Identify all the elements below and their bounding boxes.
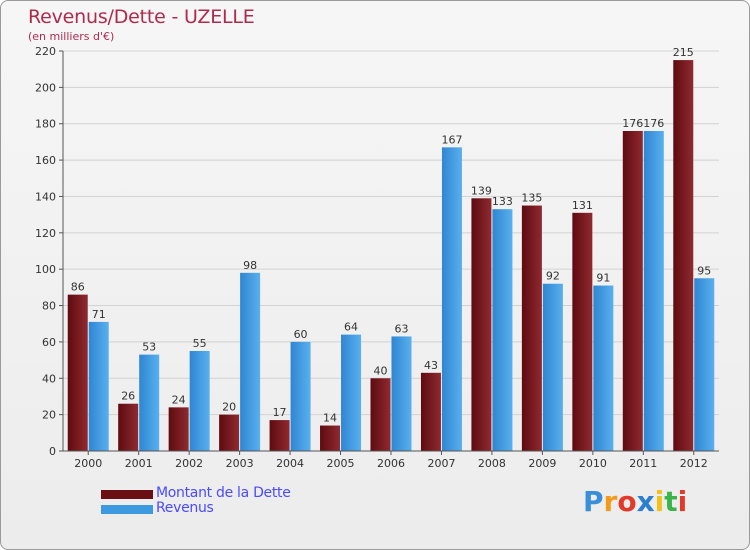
data-label-dette: 131 bbox=[572, 199, 593, 212]
x-tick-label: 2008 bbox=[478, 457, 506, 470]
x-tick-label: 2005 bbox=[327, 457, 355, 470]
y-tick-label: 220 bbox=[35, 45, 56, 58]
logo-letter: o bbox=[617, 485, 637, 518]
data-label-dette: 17 bbox=[273, 406, 287, 419]
logo-letter: t bbox=[664, 485, 678, 518]
y-tick-label: 200 bbox=[35, 81, 56, 94]
x-tick-label: 2001 bbox=[125, 457, 153, 470]
data-label-revenus: 53 bbox=[142, 341, 156, 354]
data-label-revenus: 64 bbox=[344, 321, 358, 334]
legend-label-dette: Montant de la Dette bbox=[156, 485, 291, 501]
x-tick-label: 2000 bbox=[74, 457, 102, 470]
bar-revenus bbox=[441, 147, 462, 451]
bar-revenus bbox=[593, 285, 614, 451]
data-label-revenus: 55 bbox=[193, 337, 207, 350]
chart-title: Revenus/Dette - UZELLE bbox=[28, 6, 255, 28]
chart-subtitle: (en milliers d'€) bbox=[28, 30, 115, 43]
legend-swatch-revenus bbox=[101, 505, 153, 514]
y-tick-label: 20 bbox=[42, 409, 56, 422]
x-tick-label: 2006 bbox=[377, 457, 405, 470]
data-label-dette: 20 bbox=[222, 401, 236, 414]
data-label-revenus: 95 bbox=[697, 264, 711, 277]
logo-letter: P bbox=[583, 485, 604, 518]
bar-dette bbox=[370, 378, 391, 451]
bar-dette bbox=[219, 414, 240, 451]
bar-revenus bbox=[88, 321, 109, 451]
data-label-revenus: 92 bbox=[546, 270, 560, 283]
x-tick-label: 2002 bbox=[175, 457, 203, 470]
bar-revenus bbox=[139, 354, 160, 451]
logo-letter: i bbox=[677, 485, 688, 518]
data-label-dette: 215 bbox=[673, 46, 694, 59]
bar-dette bbox=[320, 425, 341, 451]
data-label-revenus: 60 bbox=[294, 328, 308, 341]
data-label-revenus: 167 bbox=[441, 133, 462, 146]
x-tick-label: 2007 bbox=[427, 457, 455, 470]
bar-dette bbox=[269, 420, 290, 451]
bar-revenus bbox=[341, 334, 362, 451]
x-tick-label: 2009 bbox=[528, 457, 556, 470]
logo-letter: r bbox=[603, 485, 618, 518]
data-label-dette: 24 bbox=[172, 393, 186, 406]
data-label-dette: 40 bbox=[374, 364, 388, 377]
bar-revenus bbox=[694, 278, 715, 451]
data-label-dette: 176 bbox=[622, 117, 643, 130]
data-label-revenus: 63 bbox=[395, 322, 409, 335]
data-label-dette: 86 bbox=[71, 281, 85, 294]
data-label-dette: 139 bbox=[471, 184, 492, 197]
x-tick-label: 2004 bbox=[276, 457, 304, 470]
data-label-revenus: 98 bbox=[243, 259, 257, 272]
bar-dette bbox=[67, 294, 88, 451]
x-tick-label: 2010 bbox=[579, 457, 607, 470]
legend-swatch-dette bbox=[101, 490, 153, 499]
axes bbox=[62, 51, 719, 452]
bar-revenus bbox=[492, 209, 513, 451]
data-label-dette: 135 bbox=[521, 192, 542, 205]
bar-dette bbox=[168, 407, 189, 451]
y-tick-label: 0 bbox=[49, 445, 56, 458]
logo-letter: i bbox=[654, 485, 665, 518]
bar-dette bbox=[521, 205, 542, 451]
x-axis-ticks: 2000 2001 2002 2003 2004 2005 2006 2007 2008 2009… bbox=[74, 451, 708, 470]
bar-revenus bbox=[391, 336, 412, 451]
bar-revenus bbox=[189, 351, 210, 451]
data-label-dette: 26 bbox=[121, 390, 135, 403]
legend-label-revenus: Revenus bbox=[156, 500, 214, 516]
bar-dette bbox=[118, 403, 139, 451]
bar-revenus bbox=[290, 341, 311, 451]
bar-dette bbox=[420, 372, 441, 451]
x-tick-label: 2011 bbox=[629, 457, 657, 470]
bars bbox=[67, 60, 715, 451]
y-axis-ticks: 0 20 40 60 80 100 120 140 160 180 200 220 bbox=[35, 45, 63, 458]
x-tick-label: 2012 bbox=[680, 457, 708, 470]
y-tick-label: 180 bbox=[35, 118, 56, 131]
x-tick-label: 2003 bbox=[226, 457, 254, 470]
data-label-revenus: 133 bbox=[492, 195, 513, 208]
bar-dette bbox=[572, 212, 593, 451]
bar-dette bbox=[673, 60, 694, 451]
bar-dette bbox=[622, 131, 643, 451]
bar-revenus bbox=[542, 283, 563, 451]
bar-dette bbox=[471, 198, 492, 451]
y-tick-label: 100 bbox=[35, 263, 56, 276]
data-label-revenus: 176 bbox=[643, 117, 664, 130]
data-label-revenus: 71 bbox=[92, 308, 106, 321]
data-label-dette: 43 bbox=[424, 359, 438, 372]
bar-revenus bbox=[643, 131, 664, 451]
data-label-revenus: 91 bbox=[596, 272, 610, 285]
y-tick-label: 80 bbox=[42, 300, 56, 313]
y-tick-label: 140 bbox=[35, 190, 56, 203]
data-label-dette: 14 bbox=[323, 412, 337, 425]
y-tick-label: 160 bbox=[35, 154, 56, 167]
bar-revenus bbox=[240, 272, 261, 451]
proxiti-logo: Proxiti bbox=[583, 485, 687, 518]
grid-lines bbox=[63, 50, 719, 452]
y-tick-label: 60 bbox=[42, 336, 56, 349]
y-tick-label: 40 bbox=[42, 372, 56, 385]
y-tick-label: 120 bbox=[35, 227, 56, 240]
logo-letter: x bbox=[636, 485, 655, 518]
